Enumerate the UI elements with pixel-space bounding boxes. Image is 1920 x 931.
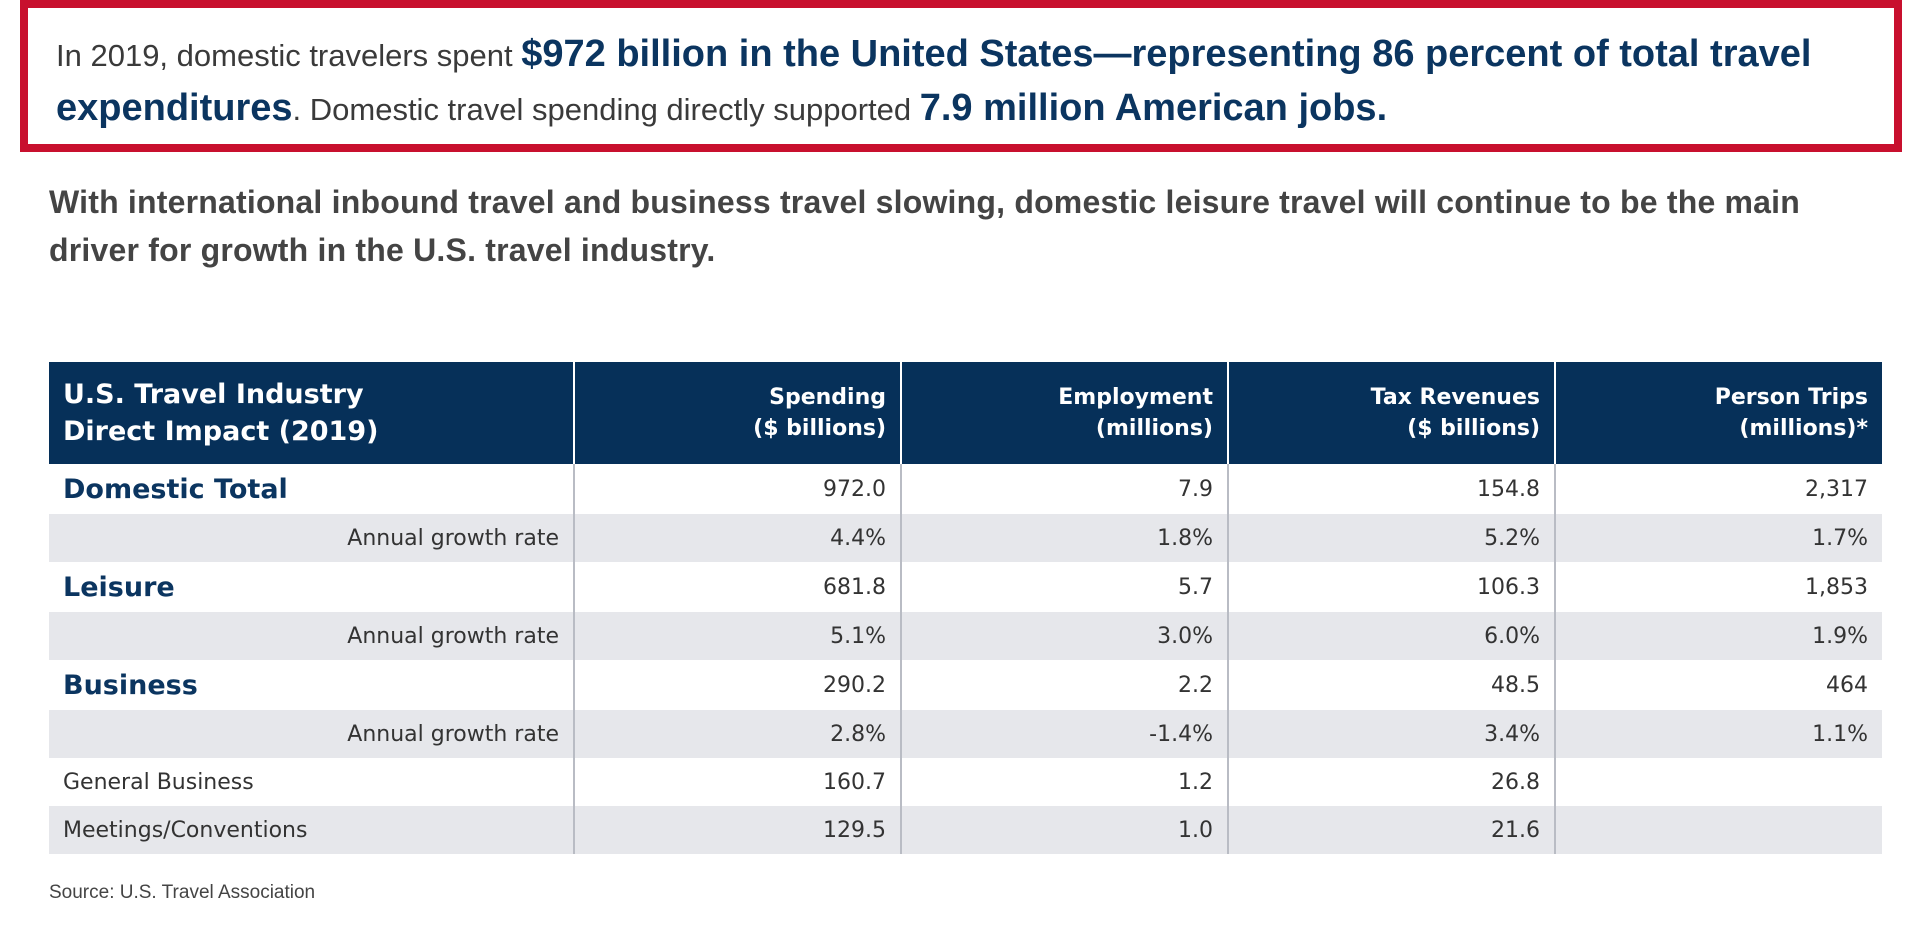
column-header-label: Tax Revenues bbox=[1370, 385, 1540, 410]
table-title-line-1: U.S. Travel Industry bbox=[63, 379, 364, 410]
column-header-employment: Employment (millions) bbox=[900, 362, 1228, 464]
callout-highlight-jobs: 7.9 million American jobs. bbox=[919, 87, 1388, 129]
table-cell: 2.2 bbox=[900, 660, 1228, 710]
source-note: Source: U.S. Travel Association bbox=[49, 882, 316, 903]
travel-impact-table: U.S. Travel Industry Direct Impact (2019… bbox=[49, 362, 1882, 854]
table-cell: 464 bbox=[1554, 660, 1882, 710]
table-cell: 2.8% bbox=[573, 710, 901, 758]
table-body: Domestic Total 972.0 7.9 154.8 2,317 Annual g… bbox=[49, 464, 1882, 854]
table-cell: 154.8 bbox=[1227, 464, 1555, 514]
table-row: Annual growth rate 4.4% 1.8% 5.2% 1.7% bbox=[49, 514, 1882, 562]
table-cell: 4.4% bbox=[573, 514, 901, 562]
table-cell: 681.8 bbox=[573, 562, 901, 612]
table-cell: 1.1% bbox=[1554, 710, 1882, 758]
column-header-spending: Spending ($ billions) bbox=[573, 362, 901, 464]
table-cell: 2,317 bbox=[1554, 464, 1882, 514]
column-header-unit: ($ billions) bbox=[1407, 416, 1540, 441]
column-header-label: Employment bbox=[1058, 385, 1213, 410]
table-cell bbox=[1554, 758, 1882, 806]
table-cell: 21.6 bbox=[1227, 806, 1555, 854]
table-cell: 5.7 bbox=[900, 562, 1228, 612]
column-header-label: Spending bbox=[769, 385, 886, 410]
table-cell: 48.5 bbox=[1227, 660, 1555, 710]
callout-highlight-spending: $972 billion in the United States—repres… bbox=[56, 33, 1812, 129]
table-row: General Business 160.7 1.2 26.8 bbox=[49, 758, 1882, 806]
column-header-unit: (millions)* bbox=[1739, 416, 1868, 441]
row-label: Annual growth rate bbox=[49, 710, 574, 758]
row-label: Business bbox=[63, 669, 198, 701]
column-header-label: Person Trips bbox=[1714, 385, 1868, 410]
table-cell: 3.0% bbox=[900, 612, 1228, 660]
callout-text-1: In 2019, domestic travelers spent bbox=[56, 38, 522, 73]
table-cell: 972.0 bbox=[573, 464, 901, 514]
table-cell: 5.2% bbox=[1227, 514, 1555, 562]
table-cell: -1.4% bbox=[900, 710, 1228, 758]
table-cell: 3.4% bbox=[1227, 710, 1555, 758]
table-cell bbox=[1554, 806, 1882, 854]
column-header-tax-revenues: Tax Revenues ($ billions) bbox=[1227, 362, 1555, 464]
table-row: Meetings/Conventions 129.5 1.0 21.6 bbox=[49, 806, 1882, 854]
lead-paragraph: With international inbound travel and bu… bbox=[49, 184, 1801, 268]
key-stats-callout: In 2019, domestic travelers spent $972 b… bbox=[20, 0, 1902, 152]
table-cell: 1.8% bbox=[900, 514, 1228, 562]
table-row: Domestic Total 972.0 7.9 154.8 2,317 bbox=[49, 464, 1882, 514]
table-cell: 5.1% bbox=[573, 612, 901, 660]
row-label: Meetings/Conventions bbox=[49, 806, 574, 854]
table-cell: 26.8 bbox=[1227, 758, 1555, 806]
table-cell: 160.7 bbox=[573, 758, 901, 806]
table-row: Annual growth rate 2.8% -1.4% 3.4% 1.1% bbox=[49, 710, 1882, 758]
table-cell: 129.5 bbox=[573, 806, 901, 854]
row-label: Annual growth rate bbox=[49, 612, 574, 660]
callout-text-2: . Domestic travel spending directly supp… bbox=[292, 92, 920, 127]
table-cell: 106.3 bbox=[1227, 562, 1555, 612]
table-title-line-2: Direct Impact (2019) bbox=[63, 416, 379, 447]
table-cell: 7.9 bbox=[900, 464, 1228, 514]
row-label: General Business bbox=[63, 769, 254, 795]
table-row: Annual growth rate 5.1% 3.0% 6.0% 1.9% bbox=[49, 612, 1882, 660]
column-header-unit: ($ billions) bbox=[753, 416, 886, 441]
table-row: Leisure 681.8 5.7 106.3 1,853 bbox=[49, 562, 1882, 612]
table-cell: 1.0 bbox=[900, 806, 1228, 854]
table-cell: 1.9% bbox=[1554, 612, 1882, 660]
table-cell: 1.2 bbox=[900, 758, 1228, 806]
table-row: Business 290.2 2.2 48.5 464 bbox=[49, 660, 1882, 710]
table-header-row: U.S. Travel Industry Direct Impact (2019… bbox=[49, 362, 1882, 464]
row-label: Leisure bbox=[63, 571, 175, 603]
table-cell: 6.0% bbox=[1227, 612, 1555, 660]
row-label: Annual growth rate bbox=[49, 514, 574, 562]
table-cell: 290.2 bbox=[573, 660, 901, 710]
table-cell: 1.7% bbox=[1554, 514, 1882, 562]
table-cell: 1,853 bbox=[1554, 562, 1882, 612]
column-header-person-trips: Person Trips (millions)* bbox=[1554, 362, 1882, 464]
table-title: U.S. Travel Industry Direct Impact (2019… bbox=[49, 362, 574, 464]
column-header-unit: (millions) bbox=[1095, 416, 1213, 441]
row-label: Domestic Total bbox=[63, 473, 288, 505]
